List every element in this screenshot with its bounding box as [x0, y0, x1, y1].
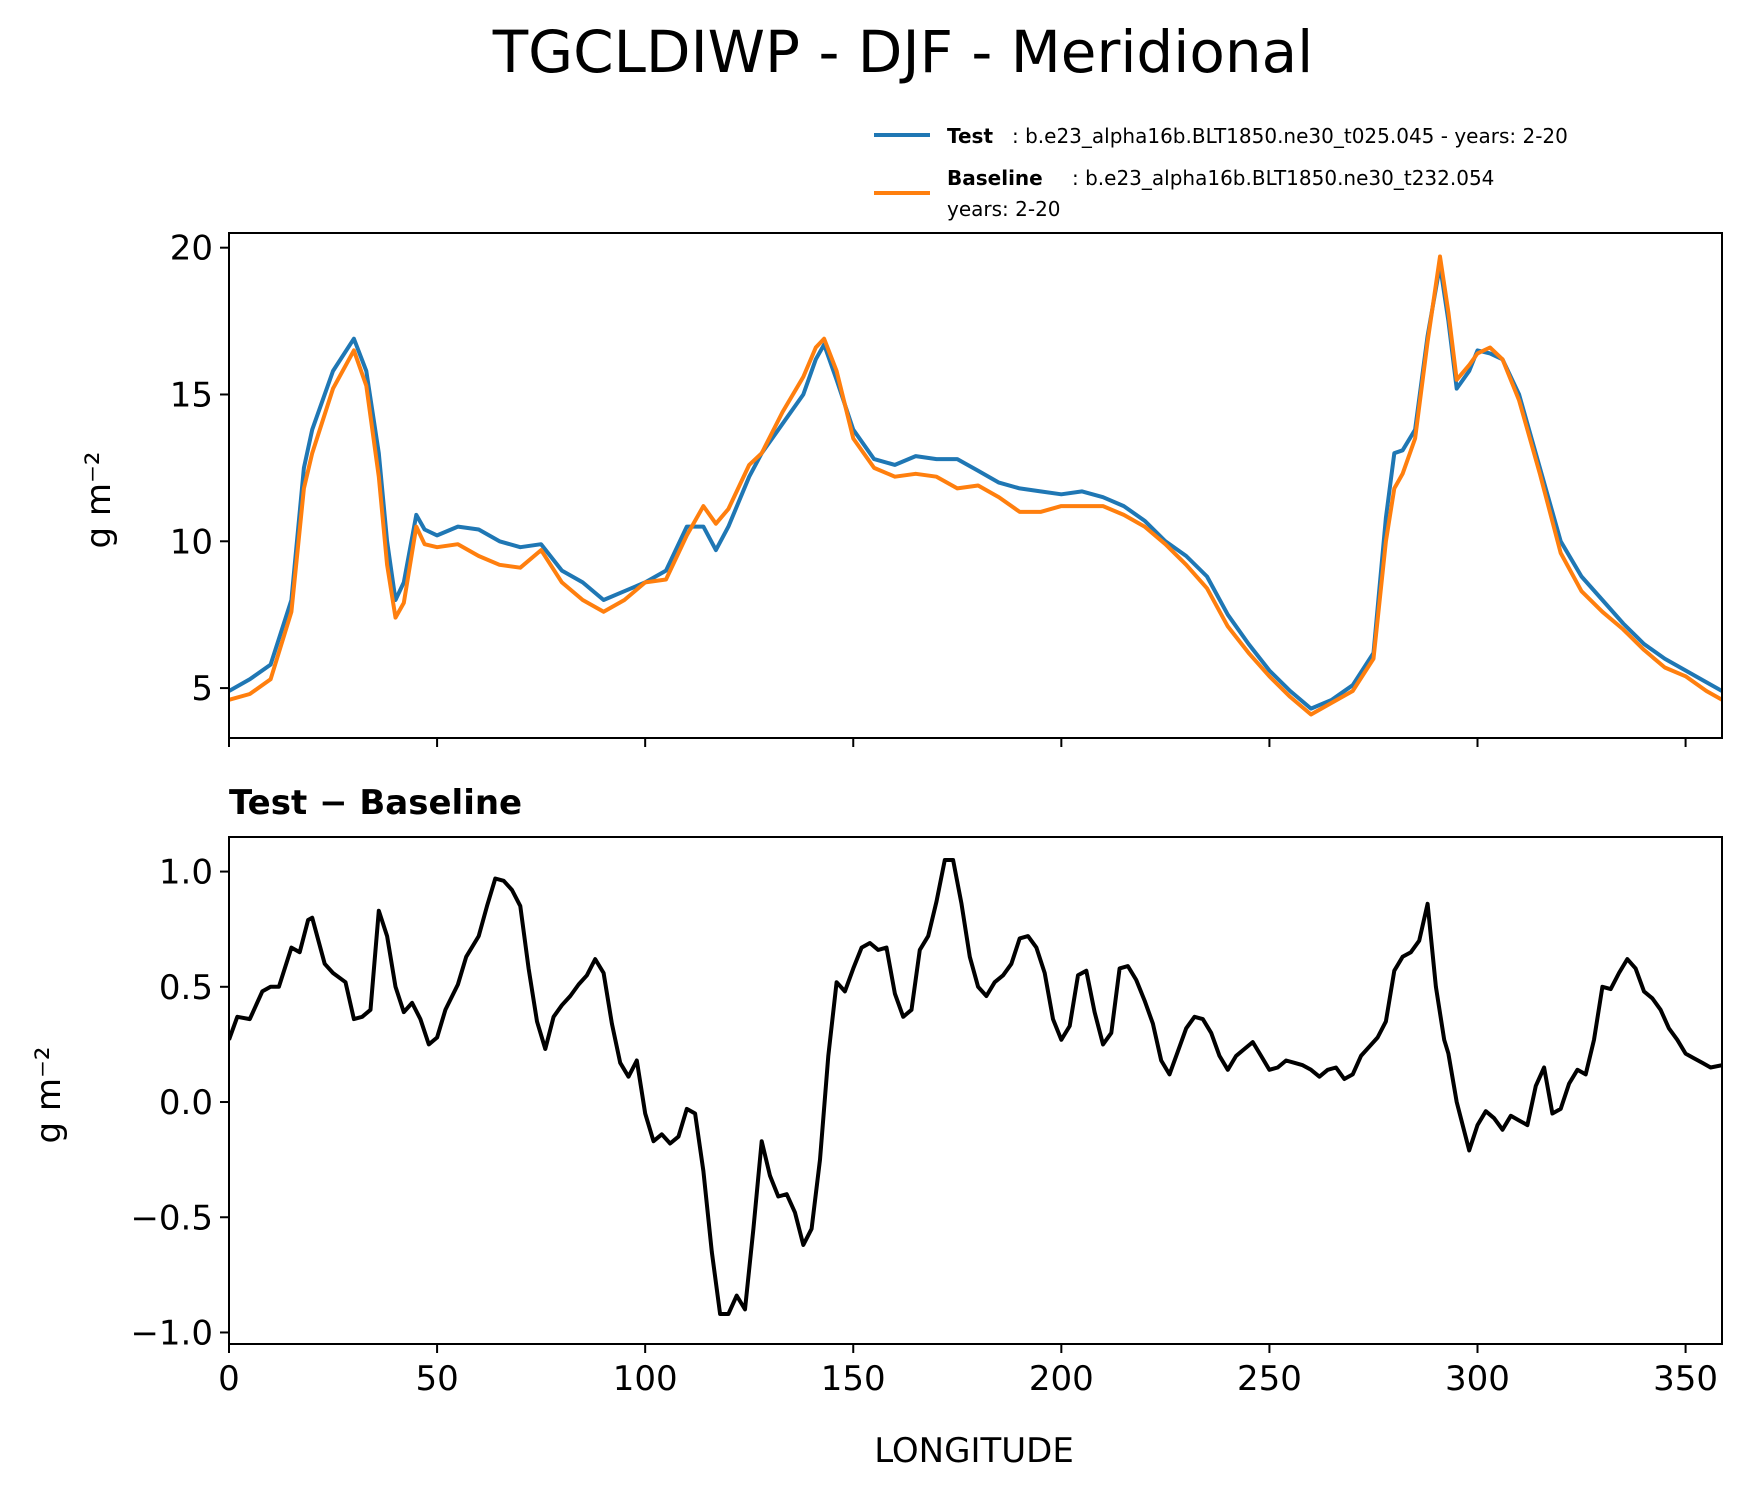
top-y-tick-label: 5	[191, 669, 213, 709]
top-y-axis-label: g m⁻²	[79, 451, 119, 548]
legend-text-test: : b.e23_alpha16b.BLT1850.ne30_t025.045 -…	[1012, 124, 1568, 148]
bot-x-tick-label: 0	[218, 1359, 240, 1399]
bot-y-tick-label: −1.0	[130, 1313, 213, 1353]
bot-y-tick-label: −0.5	[130, 1198, 213, 1238]
legend: Test : b.e23_alpha16b.BLT1850.ne30_t025.…	[874, 124, 1568, 221]
bot-y-tick-label: 1.0	[159, 853, 213, 893]
bottom-axes-frame	[228, 836, 1723, 1345]
bot-x-tick-label: 200	[1029, 1359, 1094, 1399]
bottom-x-ticks: 0 50 100 150 200 250 300 350	[218, 1344, 1718, 1399]
chart-title: TGCLDIWP - DJF - Meridional	[492, 18, 1314, 86]
bot-x-tick-label: 100	[613, 1359, 678, 1399]
legend-label-test: Test	[947, 124, 993, 148]
bottom-panel: Test − Baseline −1.0 −0.5 0.0 0.5 1.0 0 50 100…	[29, 783, 1723, 1471]
bottom-y-ticks: −1.0 −0.5 0.0 0.5 1.0	[130, 853, 229, 1353]
bot-x-tick-label: 300	[1445, 1359, 1510, 1399]
top-series-line-0	[229, 263, 1722, 711]
bottom-y-axis-label: g m⁻²	[29, 1046, 69, 1143]
top-y-tick-label: 15	[170, 375, 213, 415]
top-panel: 5 10 15 20 g m⁻²	[79, 229, 1723, 747]
top-y-ticks: 5 10 15 20	[170, 229, 229, 709]
bottom-subtitle: Test − Baseline	[229, 783, 522, 823]
bot-x-tick-label: 150	[821, 1359, 886, 1399]
top-y-tick-label: 10	[170, 522, 213, 562]
top-y-tick-label: 20	[170, 229, 213, 269]
bot-y-tick-label: 0.0	[159, 1083, 213, 1123]
top-series-lines	[229, 254, 1722, 717]
top-x-ticks	[228, 738, 1687, 747]
bot-series-line-0	[229, 858, 1722, 1316]
x-axis-label: LONGITUDE	[874, 1431, 1074, 1471]
legend-label-baseline: Baseline	[947, 166, 1043, 190]
top-series-line-1	[229, 254, 1722, 717]
bot-x-tick-label: 350	[1653, 1359, 1718, 1399]
top-axes-frame	[228, 232, 1723, 739]
bot-x-tick-label: 250	[1237, 1359, 1302, 1399]
bottom-series-lines	[229, 858, 1722, 1316]
bot-y-tick-label: 0.5	[159, 968, 213, 1008]
legend-text-baseline: : b.e23_alpha16b.BLT1850.ne30_t232.054	[1072, 166, 1494, 190]
legend-text-baseline-years: years: 2-20	[947, 197, 1061, 221]
bot-x-tick-label: 50	[415, 1359, 458, 1399]
